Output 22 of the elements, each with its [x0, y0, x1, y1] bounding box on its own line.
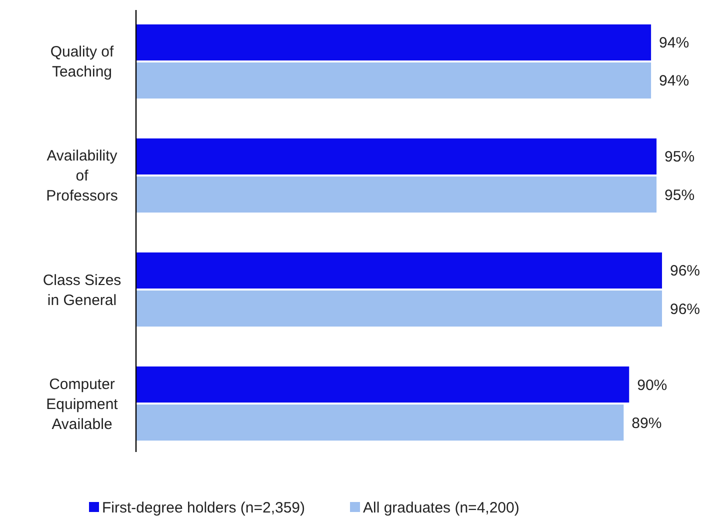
- bar: [136, 366, 630, 403]
- y-tick-label: Class Sizes in General: [42, 272, 122, 309]
- bar: [136, 62, 652, 99]
- bar: [136, 290, 662, 327]
- bar: [136, 176, 657, 213]
- legend-label: All graduates (n=4,200): [363, 499, 520, 516]
- y-tick-label: Computer Equipment Available: [46, 376, 119, 433]
- data-label: 90%: [637, 376, 668, 394]
- data-label: 94%: [659, 72, 690, 90]
- bar: [136, 138, 657, 174]
- data-label: 89%: [632, 414, 662, 432]
- data-label: 94%: [659, 34, 690, 52]
- y-tick-label: Quality of Teaching: [50, 44, 115, 81]
- data-label: 96%: [670, 300, 700, 318]
- legend-label: First-degree holders (n=2,359): [102, 499, 306, 516]
- data-label: 96%: [670, 262, 700, 280]
- data-label: 95%: [664, 148, 695, 166]
- bar: [136, 24, 652, 60]
- data-label: 95%: [664, 186, 695, 204]
- bar: [136, 404, 624, 441]
- bar: [136, 252, 662, 289]
- y-tick-label: Availability of Professors: [46, 148, 118, 205]
